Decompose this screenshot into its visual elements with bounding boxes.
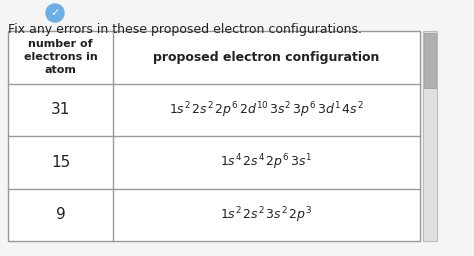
Text: $1s^{4}\,2s^{4}\,2p^{6}\,3s^{1}$: $1s^{4}\,2s^{4}\,2p^{6}\,3s^{1}$ bbox=[220, 153, 312, 172]
Text: 15: 15 bbox=[51, 155, 70, 170]
Text: $1s^{2}\,2s^{2}\,2p^{6}\,2d^{10}\,3s^{2}\,3p^{6}\,3d^{1}\,4s^{2}$: $1s^{2}\,2s^{2}\,2p^{6}\,2d^{10}\,3s^{2}… bbox=[169, 100, 364, 120]
Bar bbox=[424, 33, 436, 88]
Text: $1s^{2}\,2s^{2}\,3s^{2}\,2p^{3}$: $1s^{2}\,2s^{2}\,3s^{2}\,2p^{3}$ bbox=[220, 205, 313, 225]
Text: 9: 9 bbox=[55, 207, 65, 222]
Bar bbox=[423, 31, 437, 241]
Text: number of
electrons in
atom: number of electrons in atom bbox=[24, 39, 97, 76]
Text: Fix any errors in these proposed electron configurations.: Fix any errors in these proposed electro… bbox=[8, 23, 362, 36]
Circle shape bbox=[46, 4, 64, 22]
Bar bbox=[8, 31, 420, 241]
Text: 31: 31 bbox=[51, 102, 70, 117]
Text: proposed electron configuration: proposed electron configuration bbox=[153, 51, 380, 64]
Text: ✓: ✓ bbox=[50, 8, 60, 18]
